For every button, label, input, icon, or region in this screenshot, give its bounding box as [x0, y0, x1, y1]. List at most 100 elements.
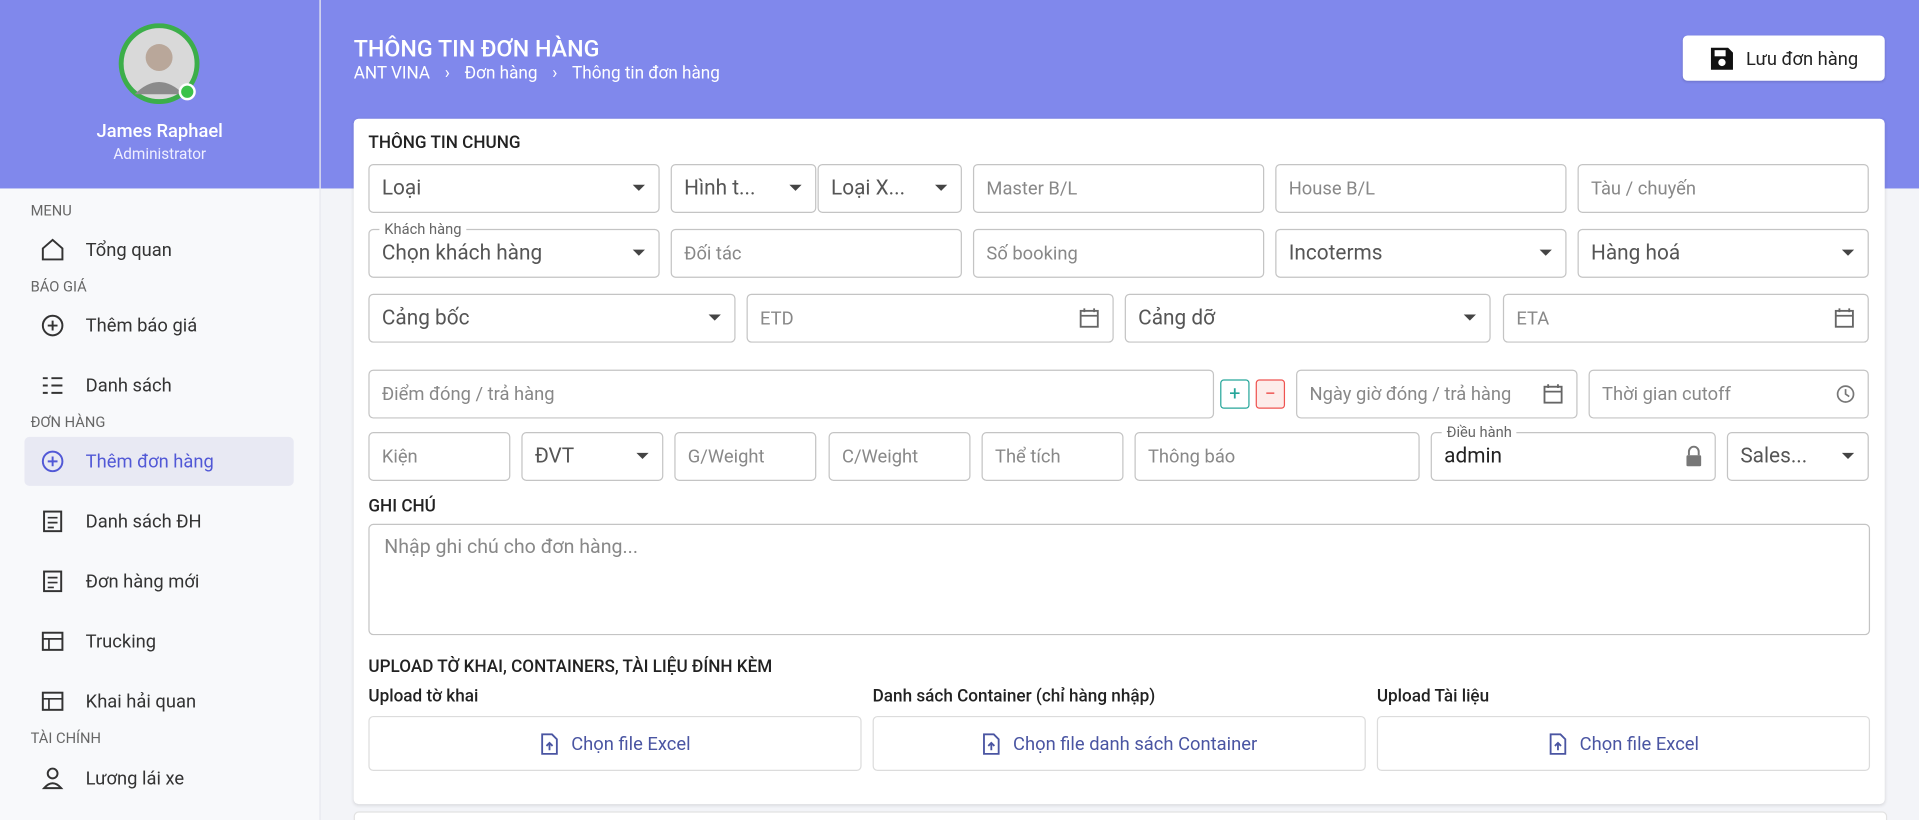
menu-item[interactable]: Đơn hàng mới: [24, 557, 293, 606]
dropdown-icon: [632, 184, 645, 191]
upload-box[interactable]: Chọn file Excel: [368, 715, 862, 772]
menu-item[interactable]: Lương lái xe: [24, 754, 293, 803]
breadcrumb[interactable]: Đơn hàng: [464, 63, 538, 84]
save-button[interactable]: Lưu đơn hàng: [1682, 35, 1885, 81]
field-value: admin: [1444, 444, 1502, 469]
form-field[interactable]: Khách hàng Chọn khách hàng: [368, 220, 660, 278]
upload-label: Upload tờ khai: [368, 686, 479, 707]
upload-box[interactable]: Chọn file danh sách Container: [872, 715, 1366, 772]
upload-label: Danh sách Container (chỉ hàng nhập): [872, 686, 1156, 707]
note-title: GHI CHÚ: [368, 496, 436, 517]
menu-item[interactable]: Thêm đơn hàng: [24, 436, 294, 486]
menu-label: Lương lái xe: [85, 767, 185, 790]
calendar-icon: [1834, 308, 1854, 328]
calendar-icon: [1079, 308, 1099, 328]
menu-icon: [41, 767, 64, 790]
upload-label: Upload Tài liệu: [1376, 686, 1490, 707]
dropdown-icon: [1539, 249, 1552, 256]
menu-label: Danh sách ĐH: [85, 510, 202, 533]
dropdown-icon: [1463, 314, 1476, 321]
avatar: [118, 23, 200, 105]
save-label: Lưu đơn hàng: [1745, 47, 1859, 70]
menu-label: Đơn hàng mới: [85, 570, 200, 593]
menu-item[interactable]: Danh sách ĐH: [24, 497, 293, 546]
field-placeholder: Cảng bốc: [381, 305, 470, 331]
menu-item[interactable]: Khai hải quan: [24, 677, 293, 726]
form-field[interactable]: Loại X...: [817, 163, 962, 213]
dropdown-icon: [935, 184, 948, 191]
dropdown-icon: [789, 184, 802, 191]
field-placeholder: Sales...: [1740, 444, 1808, 469]
upload-icon: [982, 732, 1000, 755]
form-field[interactable]: Sales...: [1726, 432, 1869, 481]
next-card: [353, 811, 1888, 820]
menu-label: Thêm đơn hàng: [85, 450, 214, 473]
menu-icon: [43, 570, 63, 593]
form-field[interactable]: Cảng bốc: [368, 293, 736, 343]
section-title: THÔNG TIN CHUNG: [368, 133, 521, 153]
upload-box[interactable]: Chọn file Excel: [1376, 715, 1871, 772]
form-field[interactable]: G/Weight: [674, 432, 817, 481]
note-placeholder: Nhập ghi chú cho đơn hàng...: [384, 534, 639, 559]
menu-label: Danh sách: [85, 374, 172, 397]
form-field[interactable]: Điều hành admin: [1430, 423, 1716, 481]
menu-icon: [43, 510, 63, 533]
field-placeholder: ĐVT: [534, 444, 575, 469]
form-field[interactable]: Điểm đóng / trả hàng: [368, 369, 1215, 419]
form-field[interactable]: Hàng hoá: [1577, 228, 1869, 278]
dropdown-icon: [1841, 249, 1855, 256]
form-field[interactable]: Loại: [368, 163, 660, 213]
form-field[interactable]: Master B/L: [972, 163, 1265, 213]
upload-icon: [1549, 732, 1566, 755]
form-field[interactable]: Hình t...: [670, 163, 817, 213]
menu-item[interactable]: Thêm báo giá: [24, 301, 293, 350]
menu-item[interactable]: Trucking: [24, 617, 293, 666]
form-field[interactable]: Kiện: [368, 432, 511, 481]
breadcrumb[interactable]: ANT VINA: [353, 63, 431, 84]
menu-section: BÁO GIÁ: [30, 277, 87, 295]
form-field[interactable]: Tàu / chuyến: [1577, 163, 1869, 213]
field-placeholder: Số booking: [986, 242, 1078, 265]
form-field[interactable]: Thông báo: [1134, 432, 1420, 481]
profile: James Raphael Administrator: [0, 0, 320, 189]
remove-button[interactable]: −: [1255, 379, 1286, 409]
menu-icon: [41, 631, 64, 651]
form-field[interactable]: C/Weight: [828, 432, 971, 481]
field-placeholder: Kiện: [381, 445, 418, 468]
form-field[interactable]: Thể tích: [981, 432, 1124, 481]
user-name: James Raphael: [96, 119, 223, 142]
field-placeholder: ETD: [760, 307, 794, 330]
menu-icon: [41, 450, 64, 473]
field-placeholder: House B/L: [1288, 177, 1376, 200]
menu-icon: [41, 314, 64, 337]
form-field[interactable]: House B/L: [1275, 163, 1567, 213]
form-field[interactable]: Cảng dỡ: [1124, 293, 1491, 343]
upload-button: Chọn file Excel: [571, 732, 691, 755]
form-field[interactable]: Đối tác: [670, 228, 962, 278]
clock-icon: [1836, 385, 1855, 403]
breadcrumb: Thông tin đơn hàng: [572, 63, 720, 84]
menu-item[interactable]: Tổng quan: [24, 225, 293, 274]
page-title: THÔNG TIN ĐƠN HÀNG: [353, 34, 600, 63]
menu-section: TÀI CHÍNH: [30, 729, 102, 747]
form-field[interactable]: ETA: [1502, 293, 1869, 343]
menu-icon: [41, 238, 64, 261]
menu-icon: [42, 377, 63, 394]
menu-icon: [41, 691, 64, 711]
form-field[interactable]: Thời gian cutoff: [1588, 369, 1869, 419]
form-field[interactable]: Incoterms: [1275, 228, 1567, 278]
field-placeholder: ETA: [1516, 307, 1550, 330]
calendar-icon: [1543, 384, 1563, 404]
form-field[interactable]: Ngày giờ đóng / trả hàng: [1296, 369, 1578, 419]
upload-icon: [540, 732, 558, 755]
field-placeholder: Master B/L: [986, 177, 1078, 200]
menu-item[interactable]: Danh sách: [24, 361, 293, 410]
form-field[interactable]: ETD: [746, 293, 1114, 343]
field-placeholder: Cảng dỡ: [1138, 305, 1216, 331]
upload-button: Chọn file danh sách Container: [1013, 732, 1258, 755]
menu-section: MENU: [30, 201, 72, 220]
form-field[interactable]: ĐVT: [521, 432, 664, 481]
add-button[interactable]: +: [1220, 379, 1250, 409]
note-textarea[interactable]: Nhập ghi chú cho đơn hàng...: [368, 523, 1871, 636]
form-field[interactable]: Số booking: [972, 228, 1265, 278]
